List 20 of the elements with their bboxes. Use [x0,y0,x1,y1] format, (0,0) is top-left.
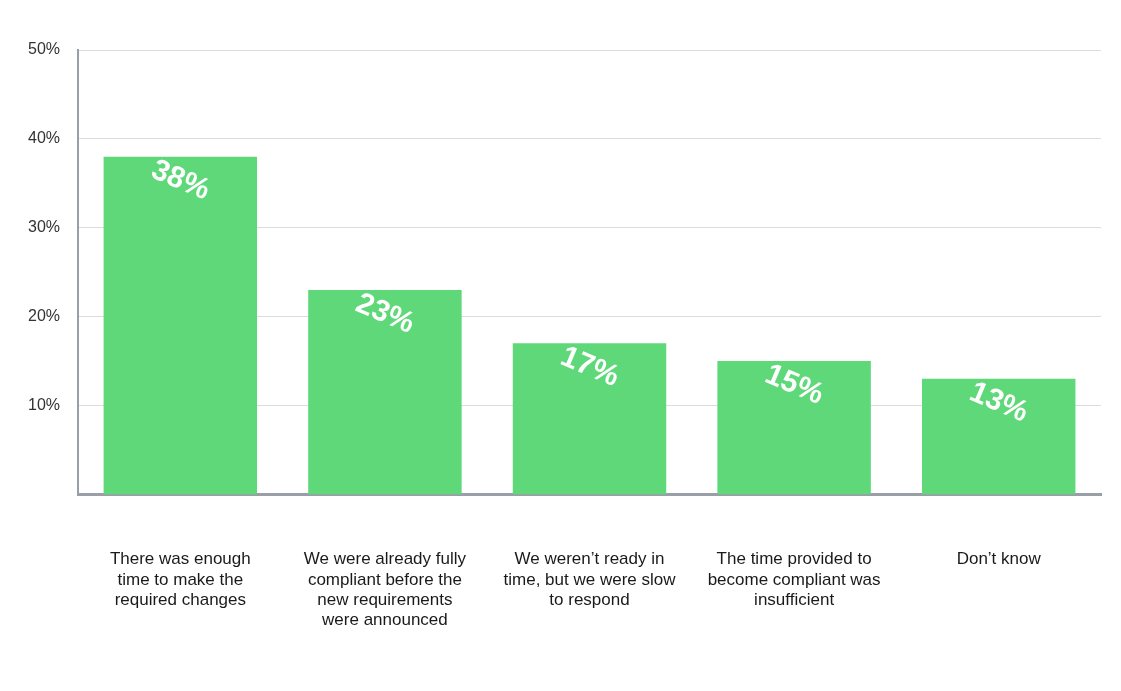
bar [512,343,667,495]
data-label: 17% [556,338,625,393]
x-tick-label: We weren’t ready in time, but we were slow to respond [503,549,677,610]
x-tick-label: The time provided to become compliant was insufficient [707,549,881,610]
bar [308,289,462,495]
bar [103,156,258,495]
y-tick-label: 30% [27,218,61,236]
x-tick-label: There was enough time to make the required changes [109,549,251,610]
data-label: 13% [965,373,1034,428]
x-tick-label: Don’t know [956,549,1042,569]
data-label: 23% [351,285,420,339]
bar [717,361,871,495]
bar [921,378,1076,495]
y-tick-label: 50% [27,40,61,58]
y-tick-label: 10% [27,395,61,413]
data-label: 15% [760,356,830,410]
y-tick-label: 40% [27,129,61,147]
x-tick-label: We were already fully compliant before the new requirements were announced [303,549,467,630]
y-tick-label: 20% [27,307,61,325]
data-label: 38% [147,151,216,206]
